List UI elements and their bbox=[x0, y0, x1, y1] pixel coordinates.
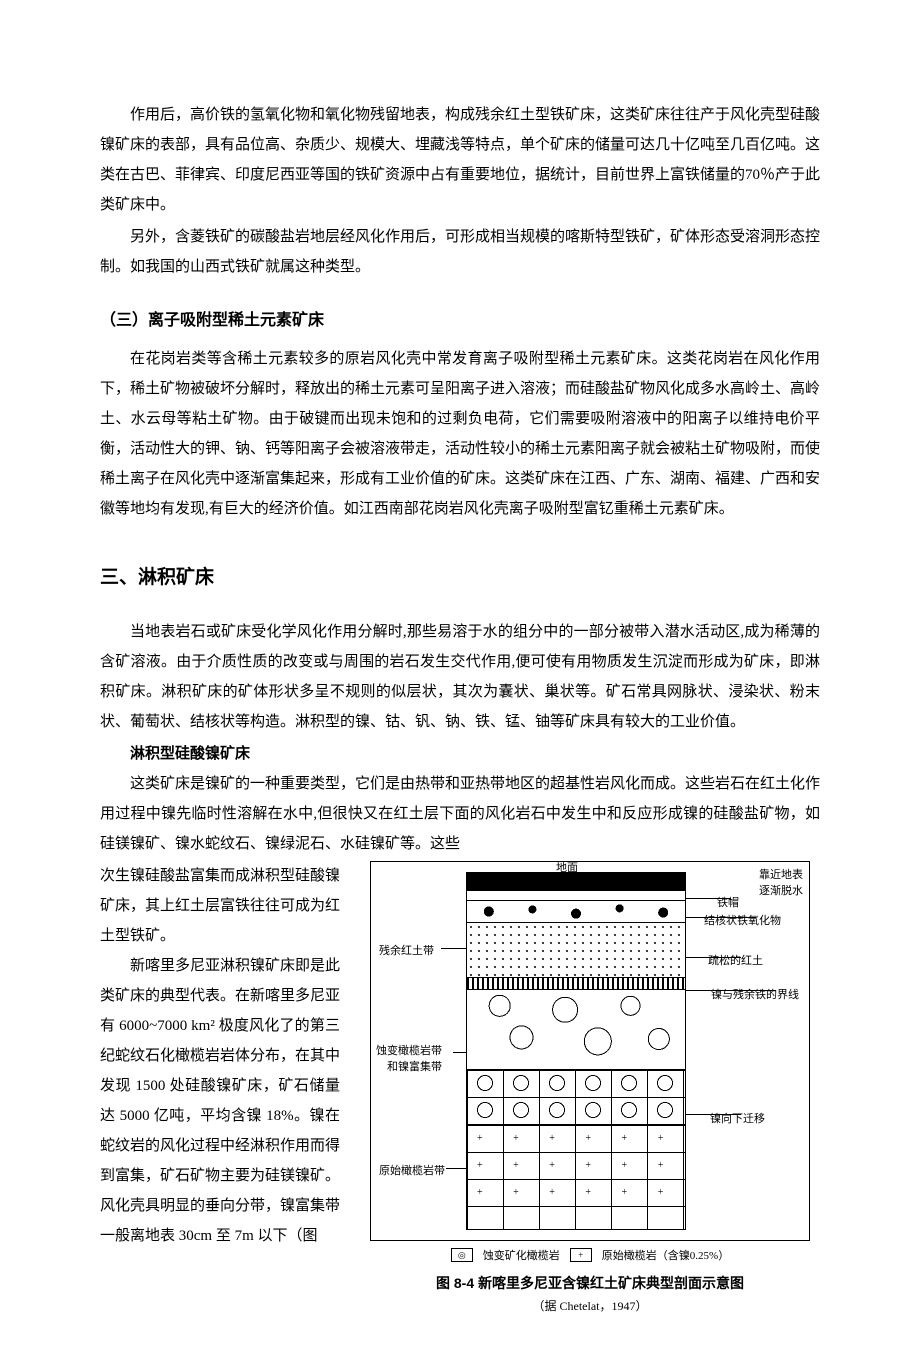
figure-8-4-diagram: 残余红土带 蚀变橄榄岩带 和镍富集带 原始橄榄岩带 靠近地表 逐渐脱水 铁帽 结… bbox=[370, 861, 810, 1241]
lead-line bbox=[686, 957, 741, 958]
label-ni-migrate: 镍向下迁移 bbox=[710, 1110, 765, 1126]
wrap-text-column: 次生镍硅酸盐富集而成淋积型硅酸镍矿床，其上红土层富铁往往可成为红土型铁矿。 新喀… bbox=[100, 861, 340, 1251]
lead-line bbox=[453, 1052, 466, 1053]
text-figure-wrap: 次生镍硅酸盐富集而成淋积型硅酸镍矿床，其上红土层富铁往往可成为红土型铁矿。 新喀… bbox=[100, 861, 820, 1314]
wrap-paragraph-1: 次生镍硅酸盐富集而成淋积型硅酸镍矿床，其上红土层富铁往往可成为红土型铁矿。 bbox=[100, 861, 340, 951]
label-near-surface: 靠近地表 逐渐脱水 bbox=[759, 866, 803, 898]
lead-line bbox=[441, 948, 466, 949]
label-iron-cap: 铁帽 bbox=[717, 894, 739, 910]
lead-line bbox=[446, 1168, 466, 1169]
bold-subheading: 淋积型硅酸镍矿床 bbox=[100, 739, 820, 769]
figure-column: 残余红土带 蚀变橄榄岩带 和镍富集带 原始橄榄岩带 靠近地表 逐渐脱水 铁帽 结… bbox=[360, 861, 820, 1314]
label-residual-laterite: 残余红土带 bbox=[379, 942, 434, 958]
legend-symbol-original: + bbox=[570, 1248, 592, 1262]
lead-line bbox=[686, 990, 776, 991]
lead-line bbox=[686, 917, 756, 918]
paragraph-1: 作用后，高价铁的氢氧化物和氧化物残留地表，构成残余红土型铁矿床，这类矿床往往产于… bbox=[100, 100, 820, 220]
layer-iron-cap bbox=[467, 891, 685, 901]
lead-line bbox=[686, 1114, 741, 1115]
legend-text-original: 原始橄榄岩（含镍0.25%） bbox=[602, 1247, 729, 1263]
paragraph-3: 在花岗岩类等含稀土元素较多的原岩风化壳中常发育离子吸附型稀土元素矿床。这类花岗岩… bbox=[100, 344, 820, 524]
layer-block-circles bbox=[467, 1070, 685, 1125]
layer-surface-black bbox=[467, 873, 685, 891]
paragraph-5: 这类矿床是镍矿的一种重要类型，它们是由热带和亚热带地区的超基性岩风化而成。这些岩… bbox=[100, 769, 820, 859]
heading-section-3: （三）离子吸附型稀土元素矿床 bbox=[100, 306, 820, 330]
paragraph-2: 另外，含菱铁矿的碳酸盐岩地层经风化作用后，可形成相当规模的喀斯特型铁矿，矿体形态… bbox=[100, 222, 820, 282]
layer-nodular-iron bbox=[467, 901, 685, 923]
stratigraphic-column bbox=[466, 872, 686, 1230]
label-ni-fe-boundary: 镍与残余铁的界线 bbox=[711, 986, 799, 1002]
layer-original-peridotite bbox=[467, 1125, 685, 1229]
layer-loose-laterite bbox=[467, 923, 685, 978]
heading-chapter-3: 三、淋积矿床 bbox=[100, 562, 820, 589]
legend-text-altered: 蚀变矿化橄榄岩 bbox=[483, 1247, 560, 1263]
wrap-paragraph-2: 新喀里多尼亚淋积镍矿床即是此类矿床的典型代表。在新喀里多尼亚有 6000~700… bbox=[100, 951, 340, 1251]
lead-line bbox=[686, 898, 731, 899]
figure-legend: ◎ 蚀变矿化橄榄岩 + 原始橄榄岩（含镍0.25%） bbox=[451, 1247, 729, 1263]
figure-source: （据 Chetelat，1947） bbox=[533, 1297, 648, 1314]
legend-symbol-altered: ◎ bbox=[451, 1248, 473, 1262]
layer-altered-peridotite bbox=[467, 990, 685, 1070]
figure-caption: 图 8-4 新喀里多尼亚含镍红土矿床典型剖面示意图 bbox=[436, 1273, 744, 1293]
label-original-peridotite: 原始橄榄岩带 bbox=[379, 1162, 445, 1178]
label-nodule-iron: 结核状铁氧化物 bbox=[704, 912, 781, 928]
layer-ni-fe-boundary bbox=[467, 978, 685, 990]
paragraph-4: 当地表岩石或矿床受化学风化作用分解时,那些易溶于水的组分中的一部分被带入潜水活动… bbox=[100, 617, 820, 737]
label-loose-laterite: 疏松的红土 bbox=[708, 952, 763, 968]
label-alteration-zone: 蚀变橄榄岩带 和镍富集带 bbox=[376, 1042, 442, 1074]
